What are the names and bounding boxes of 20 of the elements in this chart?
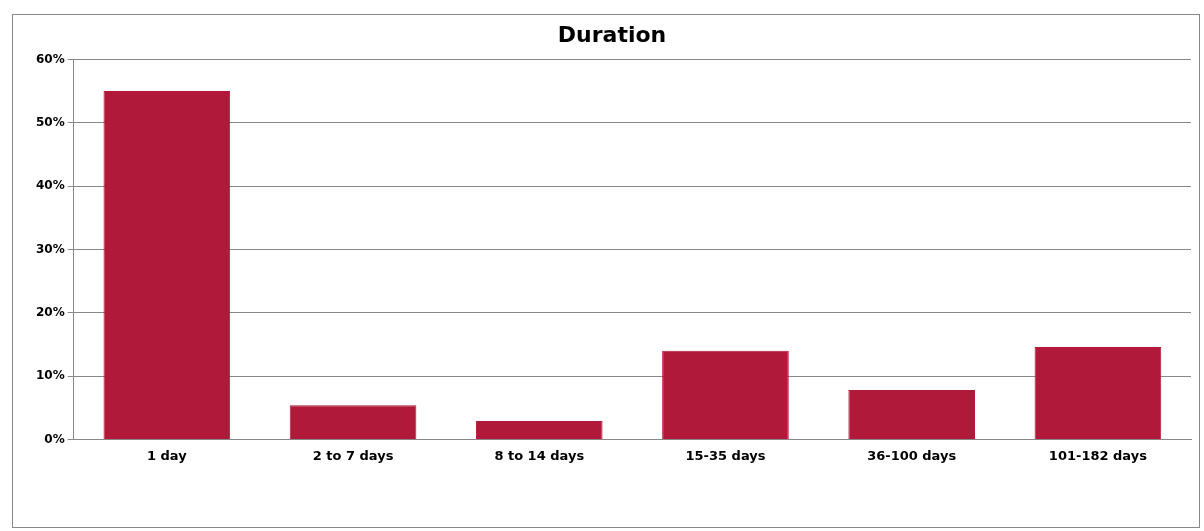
bar	[848, 390, 975, 439]
x-tick-label: 2 to 7 days	[312, 447, 394, 463]
bar	[289, 405, 417, 439]
y-tick-label: 40%	[35, 178, 65, 193]
y-tick-label: 0%	[44, 431, 65, 446]
x-tick-label: 101-182 days	[1048, 447, 1148, 463]
bar	[1034, 346, 1162, 439]
x-tick-label: 1 day	[146, 447, 188, 463]
y-tick-label: 20%	[35, 304, 65, 319]
y-tick-label: 30%	[35, 241, 65, 256]
x-tick-label: 15-35 days	[685, 447, 766, 463]
y-tick-label: 60%	[35, 51, 65, 66]
y-tick-label: 10%	[35, 368, 65, 383]
x-tick-label: 8 to 14 days	[494, 447, 585, 463]
x-tick-label: 36-100 days	[867, 447, 957, 463]
y-tick-label: 50%	[35, 114, 65, 129]
chart-title: Duration	[557, 21, 667, 47]
bar	[475, 421, 603, 439]
bar	[662, 350, 789, 439]
bar	[103, 91, 231, 439]
